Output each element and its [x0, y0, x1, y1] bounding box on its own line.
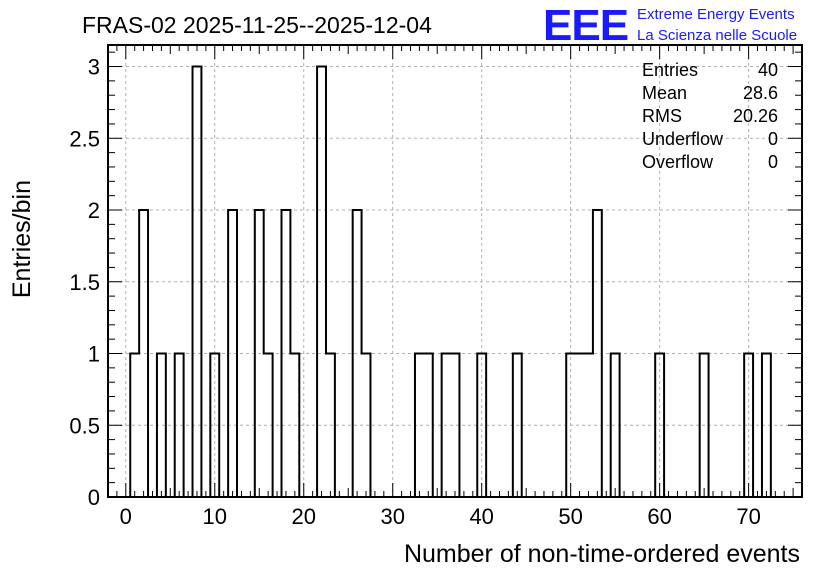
histogram-bin — [762, 354, 771, 497]
stats-label: Overflow — [642, 152, 714, 172]
histogram-bin — [228, 210, 237, 497]
chart-title: FRAS-02 2025-11-25--2025-12-04 — [82, 12, 432, 38]
histogram-bin — [255, 210, 264, 497]
stats-value: 40 — [758, 60, 778, 80]
histogram-outline — [121, 65, 780, 498]
histogram-bin — [362, 354, 371, 497]
y-tick-label: 0 — [88, 485, 100, 510]
histogram-bin — [326, 354, 335, 497]
stats-value: 0 — [768, 129, 778, 149]
histogram-bin — [451, 354, 460, 497]
histogram-bin — [575, 354, 584, 497]
histogram-bin — [210, 354, 219, 497]
x-tick-label: 20 — [292, 504, 316, 529]
logo-line-1: Extreme Energy Events — [637, 6, 795, 23]
histogram-bin — [513, 354, 522, 497]
x-tick-label: 0 — [120, 504, 132, 529]
logo-mark: EEE — [543, 1, 628, 50]
histogram-bin — [593, 210, 602, 497]
stats-value: 20.26 — [733, 106, 778, 126]
stats-label: Entries — [642, 60, 698, 80]
histogram-bin — [477, 354, 486, 497]
histogram-bin — [442, 354, 451, 497]
y-tick-label: 2 — [88, 198, 100, 223]
x-axis-ticks: 0 10 20 30 40 50 60 70 — [107, 45, 803, 529]
histogram-bin — [130, 354, 139, 497]
histogram-bin — [264, 354, 273, 497]
y-axis-ticks: 0 0.5 1 1.5 2 2.5 3 — [69, 51, 802, 510]
x-tick-label: 50 — [558, 504, 582, 529]
y-tick-label: 1 — [88, 342, 100, 367]
y-tick-label: 0.5 — [69, 413, 100, 438]
x-tick-label: 30 — [380, 504, 404, 529]
stats-value: 0 — [768, 152, 778, 172]
histogram-bin — [193, 67, 202, 497]
stats-label: Mean — [642, 83, 687, 103]
grid-lines — [108, 45, 802, 498]
histogram-bin — [290, 354, 299, 497]
histogram-bin — [584, 354, 593, 497]
x-tick-label: 10 — [203, 504, 227, 529]
logo-line-2: La Scienza nelle Scuole — [637, 27, 797, 44]
stats-value: 28.6 — [743, 83, 778, 103]
histogram-step-line — [121, 65, 780, 498]
y-tick-label: 2.5 — [69, 126, 100, 151]
histogram-bin — [655, 354, 664, 497]
histogram-bin — [175, 354, 184, 497]
histogram-bin — [700, 354, 709, 497]
y-tick-label: 1.5 — [69, 270, 100, 295]
x-tick-label: 40 — [469, 504, 493, 529]
histogram-bin — [353, 210, 362, 497]
histogram-bin — [157, 354, 166, 497]
y-axis-title: Entries/bin — [8, 180, 36, 298]
histogram-bin — [415, 354, 424, 497]
x-tick-label: 60 — [647, 504, 671, 529]
x-axis-title: Number of non-time-ordered events — [404, 540, 800, 568]
stats-label: Underflow — [642, 129, 724, 149]
histogram-bin — [566, 354, 575, 497]
stats-label: RMS — [642, 106, 682, 126]
eee-logo: EEE Extreme Energy Events La Scienza nel… — [543, 1, 797, 50]
stats-box: Entries 40 Mean 28.6 RMS 20.26 Underflow 0 Overf… — [642, 60, 778, 172]
histogram-bin — [282, 210, 291, 497]
y-tick-label: 3 — [88, 55, 100, 80]
histogram-bin — [139, 210, 148, 497]
histogram-bin — [424, 354, 433, 497]
histogram-bin — [744, 354, 753, 497]
histogram-bin — [317, 67, 326, 497]
x-tick-label: 70 — [736, 504, 760, 529]
histogram-bin — [611, 354, 620, 497]
